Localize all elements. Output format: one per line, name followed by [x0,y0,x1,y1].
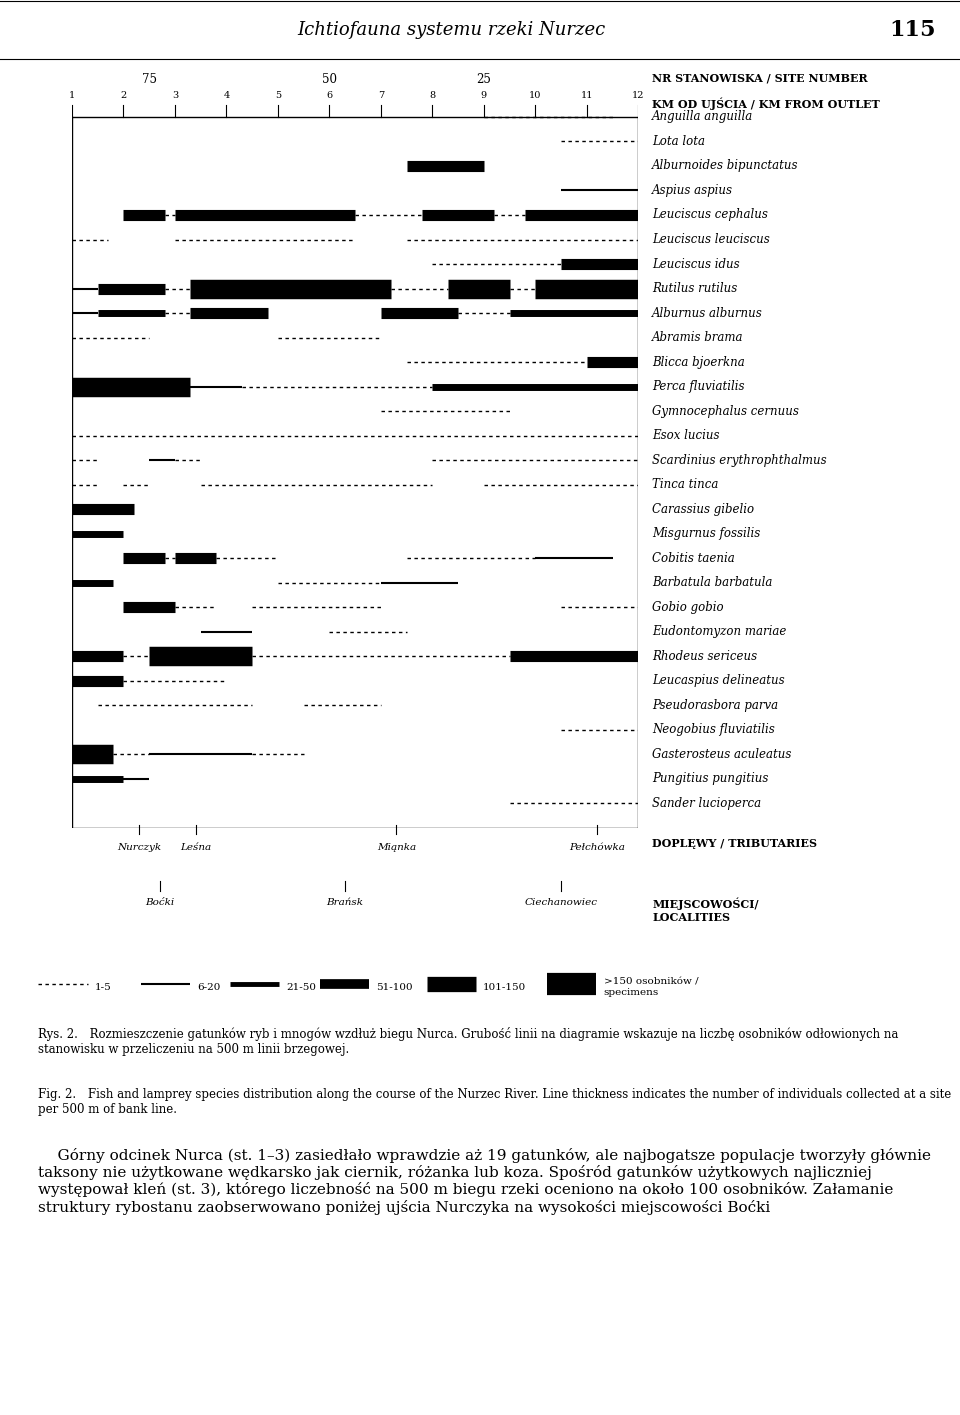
Text: Rutilus rutilus: Rutilus rutilus [652,282,737,294]
Text: Sander lucioperca: Sander lucioperca [652,797,761,809]
Text: Lota lota: Lota lota [652,134,706,149]
Text: Leuciscus leuciscus: Leuciscus leuciscus [652,233,770,246]
Text: Pseudorasbora parva: Pseudorasbora parva [652,699,779,712]
Text: Alburnoides bipunctatus: Alburnoides bipunctatus [652,160,799,173]
Text: Brańsk: Brańsk [326,899,364,907]
Text: Fig. 2. Fish and lamprey species distribution along the course of the Nurzec Riv: Fig. 2. Fish and lamprey species distrib… [38,1088,951,1115]
Text: Anguilla anguilla: Anguilla anguilla [652,110,754,123]
Text: 115: 115 [890,18,936,41]
Text: Gymnocephalus cernuus: Gymnocephalus cernuus [652,405,799,417]
Text: Nurczyk: Nurczyk [117,843,161,852]
Text: Boćki: Boćki [145,899,174,907]
Text: Abramis brama: Abramis brama [652,331,744,344]
Text: 75: 75 [142,72,156,86]
Text: Leuciscus idus: Leuciscus idus [652,258,740,270]
Text: Górny odcinek Nurca (st. 1–3) zasiedłało wprawdzie aż 19 gatunków, ale najbogats: Górny odcinek Nurca (st. 1–3) zasiedłało… [38,1148,931,1214]
Text: Miąnka: Miąnka [377,843,416,852]
Text: Perca fluviatilis: Perca fluviatilis [652,381,745,393]
Text: Aspius aspius: Aspius aspius [652,184,733,197]
Text: Scardinius erythrophthalmus: Scardinius erythrophthalmus [652,454,827,467]
Text: 11: 11 [581,91,593,100]
Text: Eudontomyzon mariae: Eudontomyzon mariae [652,625,786,638]
Text: Leucaspius delineatus: Leucaspius delineatus [652,674,784,688]
Text: Alburnus alburnus: Alburnus alburnus [652,307,763,320]
Text: 4: 4 [224,91,229,100]
Text: Gobio gobio: Gobio gobio [652,601,724,614]
Text: Ciechanowiec: Ciechanowiec [525,899,598,907]
Text: 9: 9 [481,91,487,100]
Text: Barbatula barbatula: Barbatula barbatula [652,576,773,589]
Text: Carassius gibelio: Carassius gibelio [652,502,755,515]
Text: 3: 3 [172,91,179,100]
Text: Rys. 2. Rozmieszczenie gatunków ryb i mnogów wzdłuż biegu Nurca. Grubość linii n: Rys. 2. Rozmieszczenie gatunków ryb i mn… [38,1027,899,1056]
Text: NR STANOWISKA / SITE NUMBER: NR STANOWISKA / SITE NUMBER [652,72,868,83]
Text: Esox lucius: Esox lucius [652,429,720,441]
Text: 1-5: 1-5 [95,983,111,992]
Text: Pełchówka: Pełchówka [569,843,625,852]
Text: 7: 7 [378,91,384,100]
Text: Ichtiofauna systemu rzeki Nurzec: Ichtiofauna systemu rzeki Nurzec [297,21,606,38]
Text: Cobitis taenia: Cobitis taenia [652,552,735,565]
Text: 12: 12 [632,91,645,100]
Text: 5: 5 [275,91,281,100]
Text: 25: 25 [476,72,492,86]
Text: >150 osobników /
specimens: >150 osobników / specimens [604,978,698,998]
Text: KM OD UJŚCIA / KM FROM OUTLET: KM OD UJŚCIA / KM FROM OUTLET [652,98,880,110]
Text: Blicca bjoerkna: Blicca bjoerkna [652,355,745,368]
Text: DOPLĘWY / TRIBUTARIES: DOPLĘWY / TRIBUTARIES [652,838,817,849]
Text: 6: 6 [326,91,332,100]
Text: 2: 2 [120,91,127,100]
Text: 51-100: 51-100 [376,983,413,992]
Text: Gasterosteus aculeatus: Gasterosteus aculeatus [652,747,792,761]
Text: Pungitius pungitius: Pungitius pungitius [652,773,769,785]
Text: Rhodeus sericeus: Rhodeus sericeus [652,649,757,662]
Text: 1: 1 [69,91,75,100]
Text: 8: 8 [429,91,436,100]
Text: 21-50: 21-50 [287,983,317,992]
Text: Tinca tinca: Tinca tinca [652,478,718,491]
Text: Misgurnus fossilis: Misgurnus fossilis [652,528,760,541]
Text: 10: 10 [529,91,541,100]
Text: 50: 50 [322,72,337,86]
Text: 6-20: 6-20 [198,983,221,992]
Text: Leśna: Leśna [180,843,211,852]
Text: Leuciscus cephalus: Leuciscus cephalus [652,208,768,222]
Text: Neogobius fluviatilis: Neogobius fluviatilis [652,723,775,736]
Text: MIEJSCOWOŚCI/
LOCALITIES: MIEJSCOWOŚCI/ LOCALITIES [652,899,758,923]
Text: 101-150: 101-150 [483,983,526,992]
